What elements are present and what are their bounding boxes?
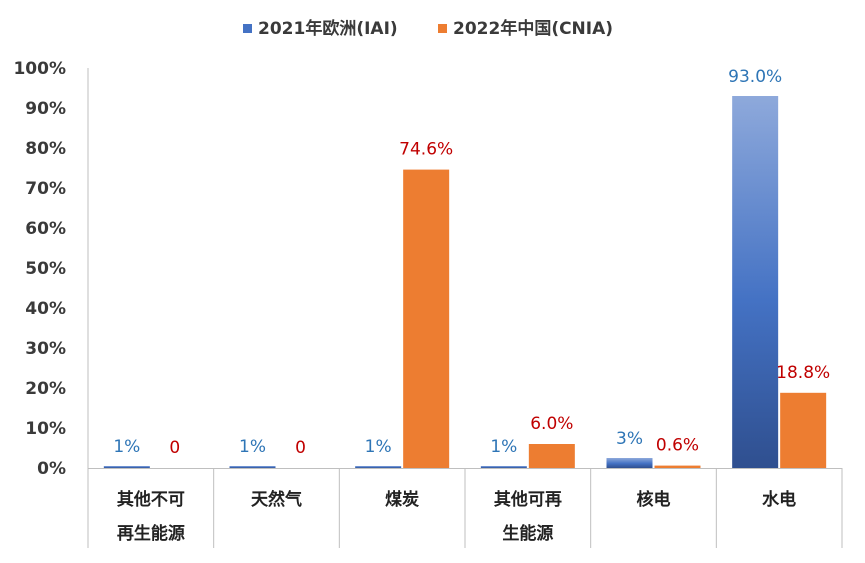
data-label-2021: 3%: [616, 429, 643, 449]
y-tick-label: 10%: [25, 419, 66, 439]
bar-2022: [654, 465, 701, 468]
plot-area: 1% 0 1% 0 1% 74.6% 1% 6.0% 3% 0.6% 93.0% 18.8%: [103, 67, 830, 468]
y-tick-label: 100%: [13, 59, 66, 79]
data-label-2021: 93.0%: [728, 67, 782, 87]
x-tick-label: 其他可再: [494, 489, 562, 510]
y-tick-label: 50%: [25, 259, 66, 279]
x-tick-label: 其他不可: [117, 489, 185, 510]
x-tick-label: 再生能源: [117, 523, 185, 544]
x-tick-label: 水电: [762, 489, 796, 510]
data-label-2022: 0: [295, 438, 306, 458]
x-tick-label: 生能源: [502, 523, 553, 544]
bar-2021: [732, 96, 779, 468]
y-tick-label: 0%: [37, 459, 66, 479]
data-label-2021: 1%: [365, 437, 392, 457]
y-tick-label: 90%: [25, 99, 66, 119]
data-label-2021: 1%: [239, 437, 266, 457]
bar-2021: [480, 466, 527, 468]
y-tick-label: 60%: [25, 219, 66, 239]
y-tick-label: 20%: [25, 379, 66, 399]
data-label-2021: 1%: [113, 437, 140, 457]
y-tick-label: 30%: [25, 339, 66, 359]
data-label-2022: 6.0%: [530, 414, 573, 434]
bar-2021: [606, 458, 653, 468]
legend: 2021年欧洲(IAI) 2022年中国(CNIA): [243, 18, 613, 39]
data-label-2022: 0.6%: [656, 436, 699, 456]
bar-2022: [403, 169, 450, 468]
x-tick-label: 煤炭: [385, 489, 419, 510]
legend-swatch-2022: [438, 24, 447, 33]
data-label-2021: 1%: [490, 437, 517, 457]
legend-swatch-2021: [243, 24, 252, 33]
y-tick-label: 70%: [25, 179, 66, 199]
x-tick-label: 天然气: [251, 489, 302, 510]
legend-label-2022: 2022年中国(CNIA): [453, 18, 613, 39]
data-label-2022: 18.8%: [776, 363, 830, 383]
bar-2022: [528, 444, 575, 468]
y-tick-label: 80%: [25, 139, 66, 159]
bar-2021: [103, 466, 150, 468]
y-axis: 0% 10% 20% 30% 40% 50% 60% 70% 80% 90% 100%: [13, 59, 66, 479]
bar-2021: [229, 466, 276, 468]
bar-2022: [780, 392, 827, 468]
data-label-2022: 0: [169, 438, 180, 458]
data-label-2022: 74.6%: [399, 140, 453, 160]
x-tick-label: 核电: [637, 489, 671, 510]
bar-2021: [355, 466, 402, 468]
legend-label-2021: 2021年欧洲(IAI): [258, 18, 398, 39]
y-tick-label: 40%: [25, 299, 66, 319]
